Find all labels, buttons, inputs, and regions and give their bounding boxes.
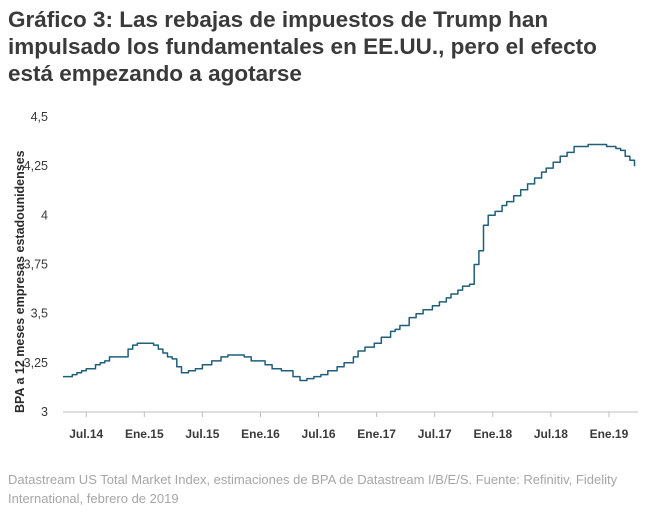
y-tick-label: 3,5 xyxy=(31,307,48,321)
chart-title: Gráfico 3: Las rebajas de impuestos de T… xyxy=(8,7,597,86)
x-tick-label: Jul.17 xyxy=(418,427,452,441)
x-tick-label: Jul.15 xyxy=(185,427,219,441)
y-tick-label: 3,75 xyxy=(24,258,48,272)
y-tick-label: 3,25 xyxy=(24,356,48,370)
x-tick-label: Ene.16 xyxy=(241,427,280,441)
y-tick-label: 4 xyxy=(41,208,48,222)
x-tick-label: Jul.18 xyxy=(534,427,568,441)
x-tick-label: Ene.17 xyxy=(357,427,396,441)
x-axis-ticks: Jul.14 Ene.15 Jul.15 Ene.16 Jul.16 Ene.17 Jul.… xyxy=(69,412,629,441)
source-note: Datastream US Total Market Index, estima… xyxy=(8,472,618,506)
x-tick-label: Jul.14 xyxy=(69,427,103,441)
y-tick-label: 4,25 xyxy=(24,159,48,173)
y-tick-label: 4,5 xyxy=(31,110,48,124)
y-axis-ticks: 3 3,25 3,5 3,75 4 4,25 4,5 xyxy=(24,110,48,419)
series-line-bpa xyxy=(63,143,636,382)
x-tick-label: Jul.16 xyxy=(302,427,336,441)
x-tick-label: Ene.18 xyxy=(473,427,512,441)
y-tick-label: 3 xyxy=(41,405,48,419)
x-tick-label: Ene.19 xyxy=(590,427,629,441)
x-tick-label: Ene.15 xyxy=(125,427,164,441)
